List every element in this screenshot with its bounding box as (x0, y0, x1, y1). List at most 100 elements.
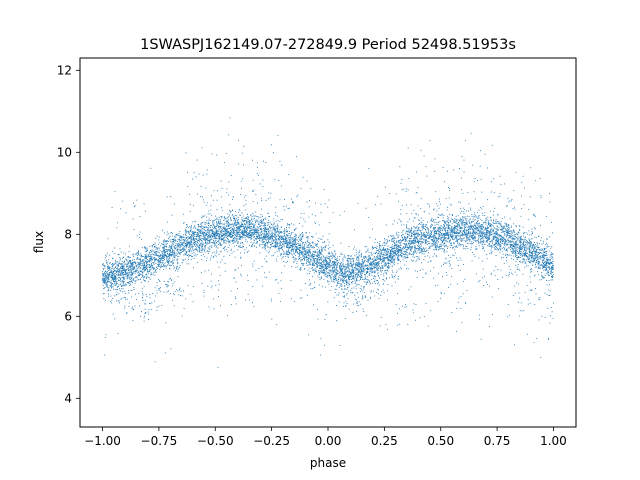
scatter-point (552, 279, 554, 281)
scatter-point (445, 272, 447, 273)
scatter-point (129, 274, 131, 276)
scatter-point (217, 230, 219, 232)
scatter-point (346, 280, 348, 282)
scatter-point (371, 248, 373, 250)
scatter-point (401, 224, 403, 226)
scatter-point (458, 224, 460, 226)
scatter-point (534, 260, 536, 261)
scatter-point (258, 234, 260, 236)
scatter-point (394, 274, 396, 276)
scatter-point (506, 206, 508, 208)
scatter-point (233, 196, 234, 198)
scatter-point (518, 247, 520, 249)
scatter-point (422, 226, 424, 228)
scatter-point (294, 230, 295, 231)
scatter-point (527, 303, 529, 305)
scatter-point (218, 220, 219, 222)
scatter-point (234, 217, 236, 219)
scatter-point (496, 237, 498, 239)
scatter-point (548, 246, 550, 247)
scatter-point (169, 264, 171, 266)
scatter-point (200, 224, 202, 225)
scatter-point (375, 262, 377, 263)
scatter-point (463, 235, 465, 236)
scatter-point (411, 241, 413, 243)
scatter-point (227, 226, 229, 228)
scatter-point (430, 270, 432, 272)
scatter-point (299, 238, 301, 240)
scatter-point (111, 271, 113, 273)
scatter-point (443, 235, 445, 237)
scatter-point (351, 271, 353, 273)
scatter-point (156, 292, 158, 294)
scatter-point (238, 245, 240, 247)
scatter-point (242, 236, 244, 238)
scatter-point (492, 221, 494, 223)
scatter-point (403, 229, 405, 231)
scatter-point (203, 237, 205, 239)
scatter-point (330, 275, 331, 277)
scatter-point (263, 272, 265, 274)
scatter-point (132, 218, 134, 220)
scatter-point (421, 251, 423, 253)
scatter-point (262, 241, 264, 242)
scatter-point (408, 245, 410, 247)
scatter-point (303, 257, 305, 259)
scatter-point (340, 270, 342, 272)
scatter-point (201, 271, 202, 273)
scatter-point (320, 212, 322, 213)
scatter-point (324, 344, 326, 346)
scatter-point (224, 233, 226, 235)
scatter-point (137, 263, 139, 265)
scatter-point (243, 227, 245, 229)
scatter-point (298, 246, 300, 248)
scatter-point (294, 253, 295, 255)
scatter-point (128, 268, 130, 270)
scatter-point (391, 250, 393, 252)
scatter-point (249, 230, 251, 231)
scatter-point (249, 222, 251, 224)
scatter-point (238, 238, 240, 240)
scatter-point (261, 235, 262, 237)
scatter-point (172, 249, 174, 251)
scatter-point (167, 284, 169, 286)
scatter-point (179, 252, 181, 254)
scatter-point (351, 283, 353, 285)
scatter-point (228, 227, 230, 229)
scatter-point (261, 208, 262, 210)
scatter-point (183, 246, 185, 248)
scatter-point (419, 252, 420, 254)
scatter-point (408, 238, 410, 240)
scatter-point (153, 251, 155, 253)
scatter-point (463, 207, 465, 209)
scatter-point (514, 242, 516, 244)
scatter-point (266, 277, 268, 278)
scatter-point (315, 268, 317, 270)
scatter-point (313, 255, 315, 257)
scatter-point (539, 252, 540, 254)
scatter-point (496, 248, 498, 250)
scatter-point (320, 258, 322, 260)
scatter-point (115, 272, 117, 274)
scatter-point (127, 282, 129, 284)
scatter-point (239, 224, 241, 226)
scatter-point (497, 249, 499, 251)
scatter-point (525, 262, 527, 264)
scatter-point (490, 228, 492, 230)
scatter-point (368, 280, 370, 281)
scatter-point (279, 160, 281, 162)
scatter-point (169, 250, 171, 252)
scatter-point (128, 263, 129, 265)
scatter-point (159, 261, 161, 263)
scatter-point (266, 241, 268, 243)
scatter-point (391, 265, 393, 267)
scatter-point (194, 226, 196, 228)
scatter-point (466, 290, 468, 291)
scatter-point (213, 242, 214, 244)
scatter-point (269, 234, 271, 236)
scatter-point (219, 233, 221, 235)
scatter-point (384, 265, 386, 267)
scatter-point (151, 273, 152, 275)
scatter-point (518, 292, 520, 294)
scatter-point (466, 230, 468, 232)
